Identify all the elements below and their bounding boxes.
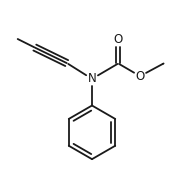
Text: N: N (88, 72, 96, 85)
Text: O: O (135, 70, 145, 83)
Text: O: O (114, 33, 123, 46)
